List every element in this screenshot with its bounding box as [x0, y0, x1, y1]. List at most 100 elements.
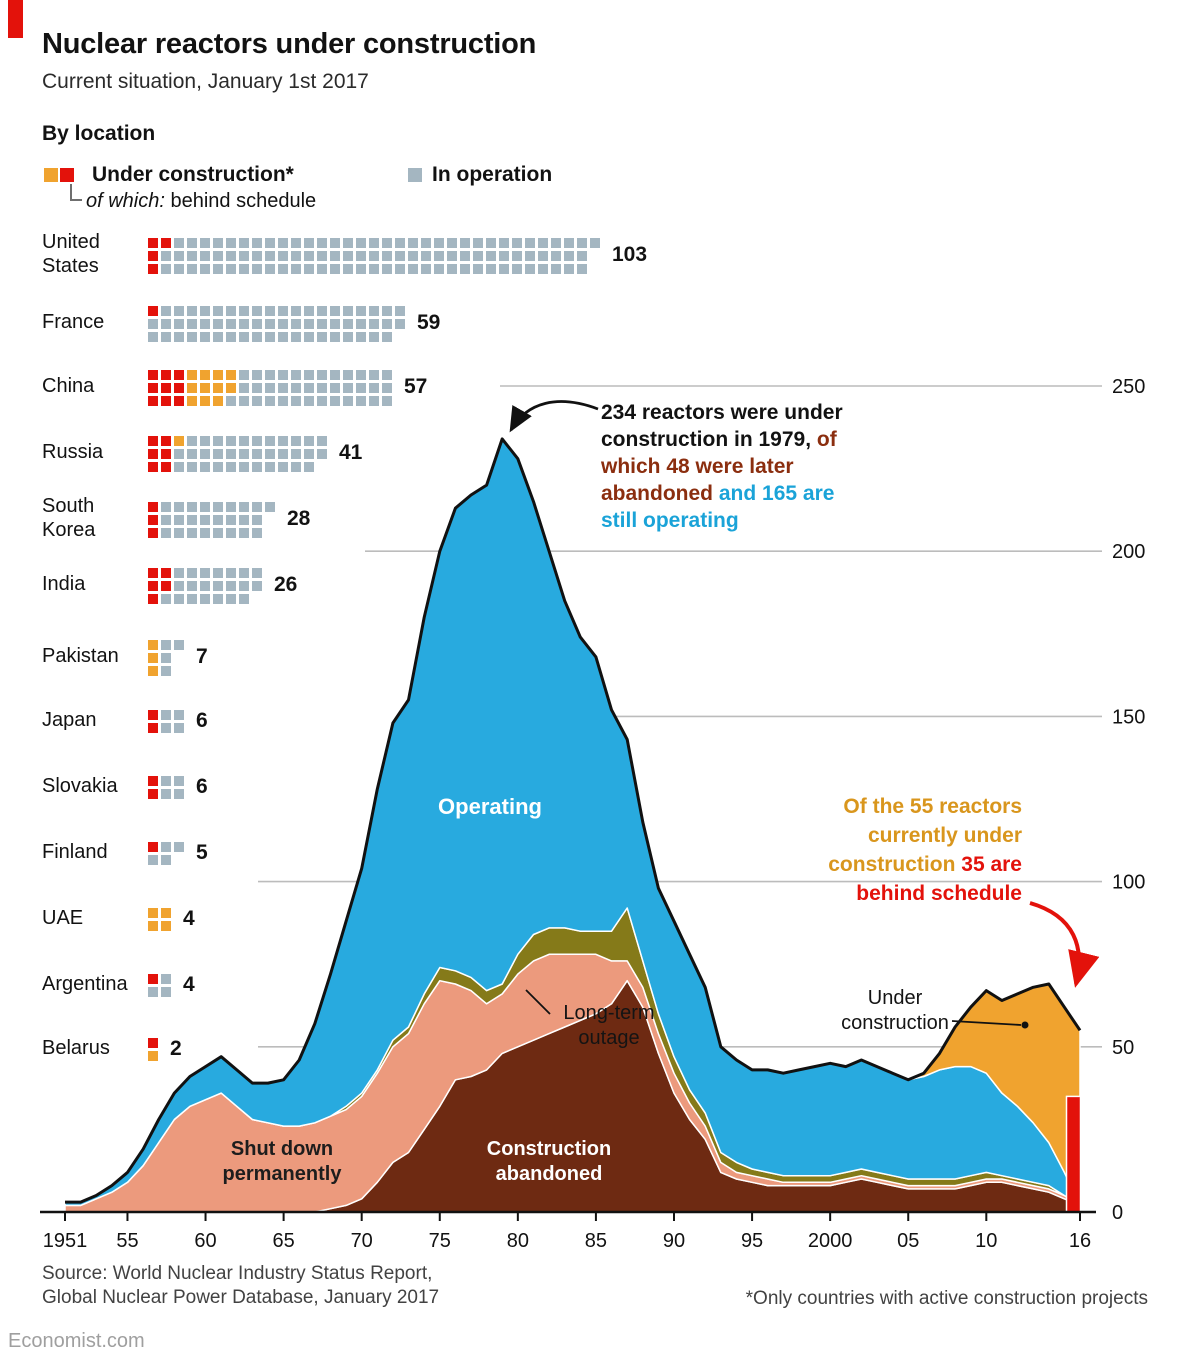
legend-swatch-in-operation: [408, 168, 422, 182]
reactor-square-in-operation: [278, 238, 288, 248]
reactor-square-in-operation: [538, 251, 548, 261]
reactor-square-in-operation: [239, 528, 249, 538]
reactor-square-in-operation: [278, 332, 288, 342]
reactor-square-in-operation: [356, 238, 366, 248]
reactor-square-in-operation: [486, 251, 496, 261]
reactor-square-in-operation: [187, 319, 197, 329]
reactor-square-in-operation: [343, 251, 353, 261]
reactor-square-in-operation: [161, 528, 171, 538]
reactor-square-in-operation: [174, 581, 184, 591]
reactor-square-in-operation: [356, 251, 366, 261]
reactor-square-in-operation: [226, 528, 236, 538]
reactor-square-in-operation: [200, 306, 210, 316]
reactor-square-in-operation: [525, 251, 535, 261]
x-tick-label: 16: [1069, 1230, 1091, 1252]
reactor-square-in-operation: [408, 251, 418, 261]
reactor-square-in-operation: [330, 370, 340, 380]
reactor-square-in-operation: [317, 264, 327, 274]
reactor-square-behind-schedule: [148, 462, 158, 472]
annotation-segment: still operating: [601, 509, 739, 532]
reactor-square-in-operation: [317, 436, 327, 446]
reactor-square-under-construction: [148, 653, 158, 663]
reactor-square-in-operation: [304, 238, 314, 248]
reactor-square-in-operation: [200, 436, 210, 446]
reactor-square-in-operation: [512, 238, 522, 248]
x-tick-label: 55: [116, 1230, 138, 1252]
location-label: China: [42, 375, 95, 397]
reactor-square-in-operation: [226, 436, 236, 446]
reactor-square-in-operation: [187, 238, 197, 248]
reactor-square-behind-schedule: [161, 568, 171, 578]
reactor-square-under-construction: [148, 640, 158, 650]
reactor-square-in-operation: [291, 462, 301, 472]
reactor-square-in-operation: [291, 383, 301, 393]
legend-of-which-label: of which:: [86, 190, 165, 212]
reactor-square-in-operation: [317, 319, 327, 329]
reactor-square-in-operation: [226, 264, 236, 274]
reactor-square-in-operation: [200, 319, 210, 329]
reactor-square-in-operation: [200, 449, 210, 459]
reactor-square-in-operation: [330, 306, 340, 316]
y-tick-label: 250: [1112, 376, 1145, 398]
reactor-square-in-operation: [408, 264, 418, 274]
reactor-square-in-operation: [226, 332, 236, 342]
reactor-square-under-construction: [213, 383, 223, 393]
reactor-square-behind-schedule: [174, 383, 184, 393]
reactor-square-in-operation: [265, 306, 275, 316]
reactor-square-behind-schedule: [148, 449, 158, 459]
reactor-square-in-operation: [252, 383, 262, 393]
reactor-square-in-operation: [213, 251, 223, 261]
annotation-behind-schedule: Of the 55 reactors currently under constru…: [770, 792, 1022, 908]
reactor-square-in-operation: [174, 710, 184, 720]
reactor-square-in-operation: [213, 594, 223, 604]
legend-behind-schedule-note: of which: behind schedule: [86, 190, 316, 213]
reactor-square-in-operation: [226, 319, 236, 329]
reactor-square-in-operation: [564, 251, 574, 261]
reactor-square-in-operation: [265, 238, 275, 248]
reactor-square-in-operation: [317, 383, 327, 393]
reactor-square-in-operation: [200, 568, 210, 578]
reactor-square-in-operation: [252, 370, 262, 380]
reactor-square-behind-schedule: [148, 264, 158, 274]
reactor-square-in-operation: [473, 251, 483, 261]
reactor-square-in-operation: [252, 251, 262, 261]
section-heading-by-location: By location: [42, 122, 156, 145]
annotation-segment: 234 reactors were under: [601, 401, 843, 424]
reactor-square-in-operation: [395, 319, 405, 329]
reactor-square-in-operation: [434, 251, 444, 261]
reactor-square-under-construction: [148, 921, 158, 931]
reactor-square-in-operation: [265, 436, 275, 446]
area-label-long-term-outage: Long-term outage: [563, 1002, 655, 1049]
economist-com-link[interactable]: Economist.com: [8, 1330, 145, 1352]
reactor-square-in-operation: [239, 251, 249, 261]
reactor-square-in-operation: [200, 251, 210, 261]
location-label: Belarus: [42, 1036, 110, 1059]
reactor-square-in-operation: [239, 332, 249, 342]
reactor-square-in-operation: [174, 462, 184, 472]
reactor-square-in-operation: [252, 319, 262, 329]
reactor-square-in-operation: [239, 370, 249, 380]
location-label: UAE: [42, 906, 84, 929]
reactor-square-in-operation: [369, 332, 379, 342]
reactor-square-in-operation: [161, 723, 171, 733]
reactor-square-in-operation: [343, 370, 353, 380]
source-note: Source: World Nuclear Industry Status Re…: [42, 1263, 440, 1308]
location-total-count: 103: [612, 243, 648, 266]
reactor-square-in-operation: [252, 502, 262, 512]
location-label: India: [42, 573, 86, 595]
reactor-square-in-operation: [564, 264, 574, 274]
annotation-line: construction in 1979, of: [601, 426, 843, 453]
reactor-square-in-operation: [213, 306, 223, 316]
reactor-square-behind-schedule: [148, 383, 158, 393]
reactor-square-in-operation: [200, 528, 210, 538]
x-tick-label: 60: [194, 1230, 216, 1252]
reactor-square-in-operation: [577, 264, 587, 274]
reactor-square-in-operation: [161, 515, 171, 525]
reactor-square-in-operation: [187, 264, 197, 274]
reactor-square-in-operation: [343, 396, 353, 406]
reactor-square-in-operation: [330, 396, 340, 406]
reactor-square-in-operation: [174, 640, 184, 650]
reactor-square-in-operation: [369, 383, 379, 393]
reactor-square-in-operation: [226, 594, 236, 604]
reactor-square-in-operation: [187, 251, 197, 261]
